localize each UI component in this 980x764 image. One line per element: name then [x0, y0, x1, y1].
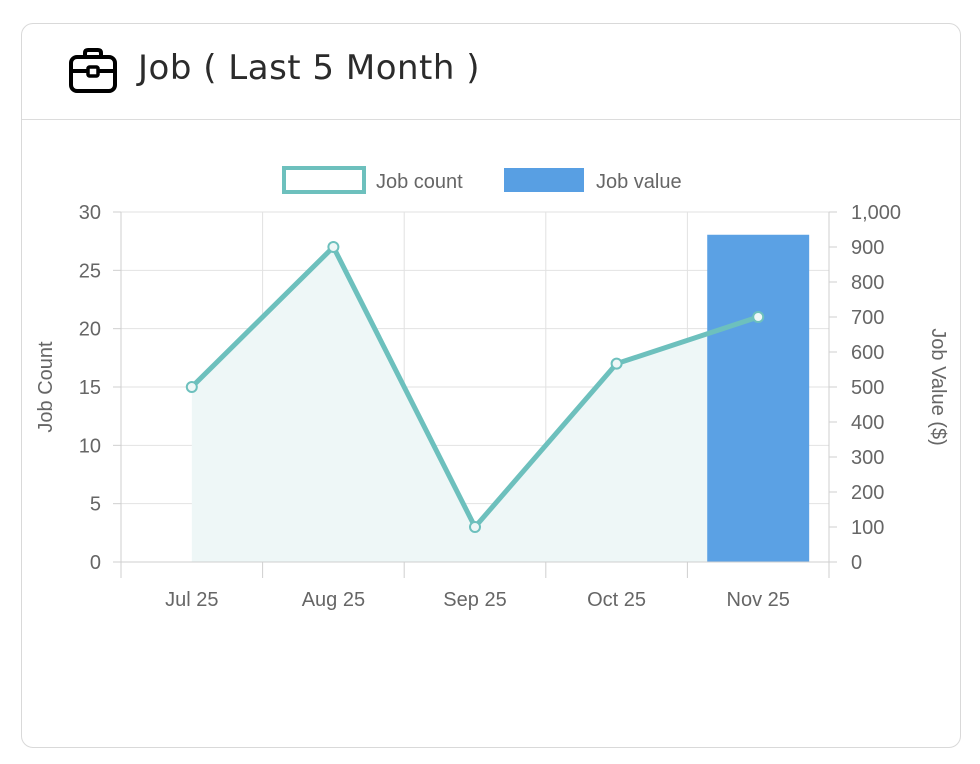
y-right-tick-label: 200 [851, 482, 884, 504]
job-count-point [610, 357, 623, 370]
job-count-point [469, 521, 481, 533]
x-tick-label: Oct 25 [587, 589, 646, 611]
job-count-point [185, 381, 198, 393]
y-right-tick-label: 100 [851, 517, 884, 539]
legend-swatch-job-value [504, 168, 584, 192]
briefcase-icon [69, 48, 117, 93]
chart-legend: Job count Job value [282, 166, 682, 194]
y-right-tick-label: 900 [851, 237, 884, 259]
x-tick-label: Nov 25 [727, 589, 790, 611]
y-left-tick-label: 15 [79, 377, 101, 399]
card-header: Job ( Last 5 Month ) [22, 24, 960, 120]
y-left-axis-title: Job Count [35, 341, 57, 433]
job-count-area-fill [191, 247, 759, 562]
y-right-tick-label: 600 [851, 342, 884, 364]
job-count-point [327, 241, 340, 253]
y-left-tick-label: 20 [79, 319, 101, 341]
y-right-tick-label: 300 [851, 447, 884, 469]
y-right-tick-label: 400 [851, 412, 884, 434]
y-right-axis-title: Job Value ($) [927, 328, 949, 445]
y-right-tick-label: 500 [851, 377, 884, 399]
y-left-tick-label: 10 [79, 435, 101, 457]
chart-axes: 0510152025300100200300400500600700800900… [35, 202, 949, 611]
legend-label-job-value: Job value [596, 171, 682, 193]
job-value-bar [707, 234, 810, 562]
job-value-bars [707, 234, 810, 562]
y-right-tick-label: 700 [851, 307, 884, 329]
y-right-tick-label: 0 [851, 552, 862, 574]
x-tick-label: Jul 25 [165, 589, 218, 611]
card-title: Job ( Last 5 Month ) [138, 48, 480, 88]
job-count-point [752, 311, 765, 323]
y-left-tick-label: 30 [79, 202, 101, 224]
job-count-area [191, 247, 759, 562]
job-count-line [185, 241, 765, 533]
y-right-tick-label: 1,000 [851, 202, 901, 224]
x-tick-label: Aug 25 [302, 589, 365, 611]
x-tick-label: Sep 25 [443, 589, 506, 611]
legend-swatch-job-count [282, 166, 366, 194]
y-right-tick-label: 800 [851, 272, 884, 294]
y-left-tick-label: 0 [90, 552, 101, 574]
y-left-tick-label: 5 [90, 494, 101, 516]
legend-label-job-count: Job count [376, 171, 463, 193]
y-left-tick-label: 25 [79, 260, 101, 282]
